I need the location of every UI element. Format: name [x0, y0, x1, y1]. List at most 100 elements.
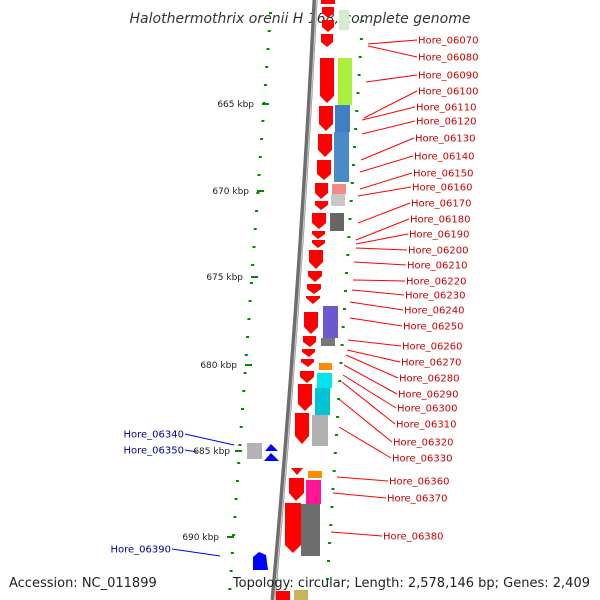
track-dot: [349, 200, 353, 202]
feature-block: [317, 373, 332, 388]
label-leader-line: [355, 233, 409, 245]
gene-arrow[interactable]: [315, 201, 328, 210]
gene-label[interactable]: Hore_06290: [398, 390, 459, 401]
feature-block: [319, 363, 332, 370]
gene-label[interactable]: Hore_06260: [402, 342, 463, 353]
gene-arrow[interactable]: [312, 240, 325, 248]
gene-label[interactable]: Hore_06200: [408, 246, 469, 257]
gene-label[interactable]: Hore_06280: [399, 374, 460, 385]
label-leader-line: [367, 45, 418, 58]
gene-arrow[interactable]: [317, 160, 331, 180]
gene-arrow[interactable]: [312, 231, 325, 239]
label-leader-line: [338, 426, 392, 459]
feature-block: [321, 338, 335, 346]
feature-block: [339, 10, 349, 30]
gene-label[interactable]: Hore_06330: [392, 454, 453, 465]
label-leader-line: [345, 354, 399, 379]
gene-label[interactable]: Hore_06150: [413, 169, 474, 180]
gene-label[interactable]: Hore_06380: [383, 532, 444, 543]
gene-arrow[interactable]: [304, 312, 318, 334]
gene-label[interactable]: Hore_06180: [410, 215, 471, 226]
gene-arrow[interactable]: [309, 250, 323, 269]
gene-label[interactable]: Hore_06070: [418, 36, 479, 47]
gene-arrow[interactable]: [265, 444, 278, 451]
kbp-label-665: 665 kbp: [217, 100, 254, 110]
gene-arrow[interactable]: [308, 271, 322, 282]
gene-arrow[interactable]: [264, 453, 279, 461]
gene-arrow[interactable]: [321, 34, 333, 47]
gene-arrow[interactable]: [321, 0, 335, 4]
gene-label[interactable]: Hore_06390: [111, 545, 172, 556]
track-dot: [330, 506, 334, 508]
feature-block: [312, 415, 328, 446]
gene-arrow[interactable]: [322, 7, 334, 18]
track-dot: [331, 488, 335, 490]
gene-arrow[interactable]: [322, 20, 334, 32]
gene-arrow[interactable]: [307, 284, 321, 294]
forward-strand-genes: [276, 0, 335, 600]
track-dot: [233, 516, 237, 518]
gene-arrow[interactable]: [320, 58, 334, 103]
gene-label[interactable]: Hore_06080: [418, 53, 479, 64]
kbp-label-685: 685 kbp: [193, 447, 230, 457]
gene-label[interactable]: Hore_06310: [396, 420, 457, 431]
gene-arrow[interactable]: [295, 413, 309, 444]
gene-label[interactable]: Hore_06250: [403, 322, 464, 333]
track-dot: [249, 282, 253, 284]
gene-label[interactable]: Hore_06120: [416, 117, 477, 128]
gene-label[interactable]: Hore_06210: [407, 261, 468, 272]
feature-block: [247, 443, 262, 459]
gene-label[interactable]: Hore_06230: [405, 291, 466, 302]
gene-label[interactable]: Hore_06350: [124, 446, 185, 457]
gene-label[interactable]: Hore_06160: [412, 183, 473, 194]
kbp-label-670: 670 kbp: [212, 187, 249, 197]
track-dot: [248, 300, 252, 302]
gene-arrow[interactable]: [319, 106, 333, 131]
gene-arrow[interactable]: [312, 213, 326, 229]
track-dot: [258, 156, 262, 158]
label-leader-line: [171, 548, 221, 557]
gene-arrow[interactable]: [301, 359, 314, 367]
gene-arrow[interactable]: [302, 349, 315, 357]
track-dot: [347, 236, 351, 238]
track-dot: [325, 578, 329, 580]
gene-label[interactable]: Hore_06360: [389, 477, 450, 488]
gene-arrow[interactable]: [276, 591, 290, 600]
gene-label[interactable]: Hore_06190: [409, 230, 470, 241]
gene-arrow[interactable]: [303, 336, 316, 347]
gene-label[interactable]: Hore_06370: [387, 494, 448, 505]
track-dot: [339, 362, 343, 364]
gene-arrow[interactable]: [298, 384, 312, 411]
gene-label[interactable]: Hore_06170: [411, 199, 472, 210]
gene-arrow[interactable]: [318, 134, 332, 157]
track-dot: [269, 12, 272, 14]
gene-label[interactable]: Hore_06100: [418, 87, 479, 98]
gene-label[interactable]: Hore_06140: [414, 152, 475, 163]
track-dot: [332, 470, 336, 472]
feature-block: [294, 590, 308, 600]
gene-arrow[interactable]: [291, 468, 303, 475]
track-dot: [340, 344, 344, 346]
feature-block: [315, 388, 330, 415]
label-leader-line: [346, 349, 401, 363]
gene-label[interactable]: Hore_06300: [397, 404, 458, 415]
gene-arrow[interactable]: [315, 183, 328, 199]
gene-label[interactable]: Hore_06090: [418, 71, 479, 82]
gene-label[interactable]: Hore_06340: [124, 430, 185, 441]
gene-arrow[interactable]: [285, 503, 301, 553]
label-leader-lines: [171, 39, 418, 557]
gene-label[interactable]: Hore_06240: [404, 306, 465, 317]
gene-label[interactable]: Hore_06320: [393, 438, 454, 449]
gene-label[interactable]: Hore_06130: [415, 134, 476, 145]
gene-arrow[interactable]: [306, 296, 320, 304]
gene-arrow[interactable]: [289, 478, 304, 501]
gene-label[interactable]: Hore_06270: [401, 358, 462, 369]
track-dot: [256, 192, 260, 194]
label-leader-line: [361, 106, 416, 121]
gene-arrow[interactable]: [253, 552, 268, 570]
gene-label[interactable]: Hore_06220: [406, 277, 467, 288]
gene-label[interactable]: Hore_06110: [416, 103, 477, 114]
gene-arrow[interactable]: [300, 371, 314, 383]
label-leader-line: [343, 364, 398, 395]
track-dot: [267, 30, 271, 32]
